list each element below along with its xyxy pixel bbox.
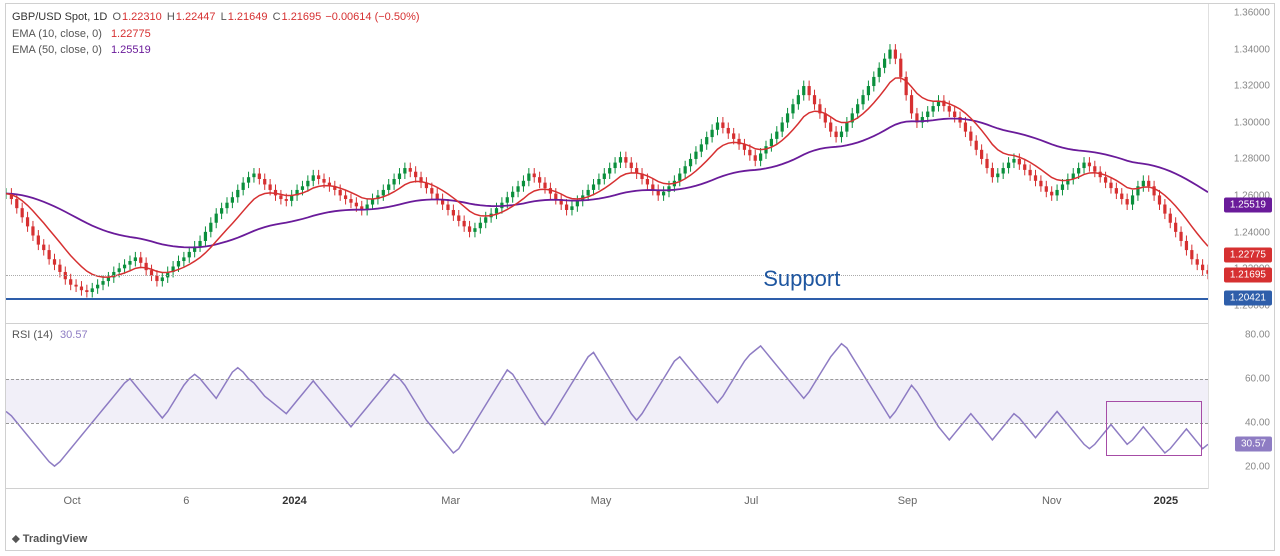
time-axis: Oct 6 2024 Mar May Jul Sep Nov 2025 <box>6 489 1208 519</box>
price-tag: 1.22775 <box>1224 247 1272 262</box>
ema50-label: EMA (50, close, 0) <box>12 44 102 56</box>
footer-text: TradingView <box>23 533 88 545</box>
ohlc-c: 1.21695 <box>282 11 322 23</box>
price-tag: 1.20421 <box>1224 291 1272 306</box>
support-label: Support <box>763 266 840 292</box>
ema50-value: 1.25519 <box>111 44 151 56</box>
rsi-tick: 40.00 <box>1245 418 1270 429</box>
price-tick: 1.30000 <box>1234 117 1270 128</box>
time-tick: 2025 <box>1154 495 1178 507</box>
ohlc-l-label: L <box>221 11 227 23</box>
ohlc-h: 1.22447 <box>176 11 216 23</box>
rsi-y-axis: 80.00 60.00 40.00 20.00 30.57 <box>1208 324 1274 489</box>
ohlc-l: 1.21649 <box>228 11 268 23</box>
rsi-lower-bound <box>6 423 1208 424</box>
rsi-label: RSI (14) <box>12 329 53 341</box>
chart-container: GBP/USD Spot, 1D O1.22310 H1.22447 L1.21… <box>5 3 1275 551</box>
price-tick: 1.28000 <box>1234 154 1270 165</box>
time-tick: Jul <box>744 495 758 507</box>
price-tag: 1.25519 <box>1224 197 1272 212</box>
rsi-chart-panel[interactable]: RSI (14) 30.57 <box>6 324 1208 489</box>
rsi-tick: 60.00 <box>1245 374 1270 385</box>
rsi-tick: 80.00 <box>1245 330 1270 341</box>
tradingview-icon: ⬥ <box>12 533 20 545</box>
rsi-value: 30.57 <box>60 329 88 341</box>
rsi-upper-bound <box>6 379 1208 380</box>
ohlc-change: −0.00614 (−0.50%) <box>325 11 419 23</box>
time-tick: May <box>591 495 612 507</box>
price-y-axis: 1.360001.340001.320001.300001.280001.260… <box>1208 4 1274 324</box>
price-tick: 1.24000 <box>1234 227 1270 238</box>
ohlc-o: 1.22310 <box>122 11 162 23</box>
price-tick: 1.32000 <box>1234 81 1270 92</box>
symbol-label: GBP/USD Spot, 1D <box>12 11 107 23</box>
ohlc-o-label: O <box>112 11 121 23</box>
time-tick: 2024 <box>282 495 306 507</box>
chart-header: GBP/USD Spot, 1D O1.22310 H1.22447 L1.21… <box>12 9 420 59</box>
price-tick: 1.34000 <box>1234 44 1270 55</box>
rsi-tick: 20.00 <box>1245 462 1270 473</box>
rsi-header: RSI (14) 30.57 <box>12 329 88 341</box>
ema10-label: EMA (10, close, 0) <box>12 28 102 40</box>
price-tick: 1.36000 <box>1234 8 1270 19</box>
current-price-line <box>6 275 1208 276</box>
time-tick: Mar <box>441 495 460 507</box>
time-tick: Oct <box>64 495 81 507</box>
rsi-tag: 30.57 <box>1235 436 1272 451</box>
rsi-highlight-box <box>1106 401 1202 456</box>
price-tag: 1.21695 <box>1224 267 1272 282</box>
rsi-band <box>6 379 1208 423</box>
ohlc-c-label: C <box>273 11 281 23</box>
ohlc-h-label: H <box>167 11 175 23</box>
ema10-value: 1.22775 <box>111 28 151 40</box>
time-tick: Nov <box>1042 495 1062 507</box>
time-tick: Sep <box>898 495 918 507</box>
time-tick: 6 <box>183 495 189 507</box>
footer-brand: ⬥TradingView <box>12 533 87 546</box>
support-line <box>6 298 1208 300</box>
